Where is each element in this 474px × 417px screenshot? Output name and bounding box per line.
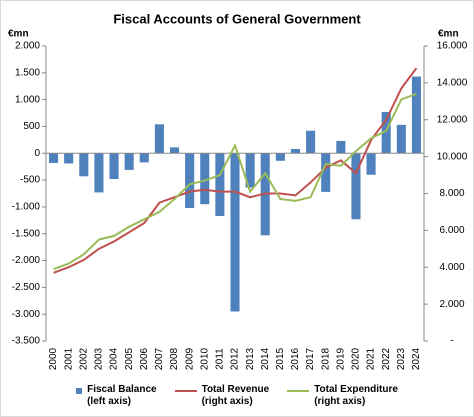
bar [245,153,255,188]
bar [79,153,89,177]
y2-tick-label: 16.000 [437,41,468,52]
bar [306,130,316,154]
x-tick-label: 2003 [94,347,105,370]
bar [200,153,210,205]
x-tick-label: 2022 [381,347,392,370]
y-tick-label: -3.000 [12,309,41,320]
x-tick-label: 2016 [290,347,301,370]
y2-tick-label: - [450,336,453,347]
y-tick-label: -2.500 [12,282,41,293]
legend-item: Fiscal Balance (left axis) [76,384,157,408]
bar [154,124,164,154]
bar [109,153,119,180]
legend: Fiscal Balance (left axis) Total Revenue … [0,384,474,408]
bar [396,124,406,154]
bar [94,153,104,193]
x-tick-label: 2020 [351,347,362,370]
legend-swatch [174,390,197,392]
y2-axis-label: €mn [438,29,459,40]
legend-item: Total Expenditure (right axis) [287,384,398,408]
x-tick-label: 2006 [139,347,150,370]
x-tick-label: 2014 [260,347,271,370]
x-tick-label: 2000 [48,347,59,370]
x-tick-label: 2024 [411,347,422,370]
y-tick-label: -2.000 [12,255,41,266]
x-tick-label: 2011 [215,348,226,370]
x-tick-label: 2001 [63,347,74,370]
bar [275,153,285,161]
legend-swatch [287,390,310,392]
y2-tick-label: 12.000 [437,114,468,125]
x-tick-label: 2019 [335,347,346,370]
bar [321,153,331,192]
legend-label: Fiscal Balance (left axis) [87,384,157,407]
bar [49,153,59,163]
legend-item: Total Revenue (right axis) [174,384,270,408]
bar [139,153,149,163]
y2-tick-label: 14.000 [437,78,468,89]
y-tick-label: 2.000 [15,41,40,52]
x-tick-label: 2012 [230,347,241,370]
bar [411,76,421,154]
x-tick-label: 2002 [78,347,89,370]
y-tick-label: 1.000 [15,94,40,105]
x-tick-label: 2018 [320,347,331,370]
bar [381,111,391,154]
bar [169,147,180,154]
y2-tick-label: 4.000 [439,262,464,273]
chart-title: Fiscal Accounts of General Government [113,11,361,26]
y-tick-label: -1.000 [12,202,41,213]
y-tick-label: -1.500 [12,228,41,239]
legend-label: Total Expenditure (right axis) [314,384,398,407]
legend-swatch [76,388,83,394]
y2-tick-label: 2.000 [439,299,464,310]
x-tick-label: 2009 [184,347,195,370]
x-tick-label: 2013 [245,347,256,370]
bar [64,153,74,164]
y-tick-label: 500 [23,121,40,132]
x-tick-label: 2015 [275,347,286,370]
bar [351,153,361,220]
bar [336,140,346,154]
bar [230,153,240,312]
x-tick-label: 2017 [305,347,316,370]
y2-tick-label: 10.000 [437,151,468,162]
x-tick-label: 2010 [199,347,210,370]
y-tick-label: 1.500 [15,67,40,78]
x-tick-label: 2007 [154,347,165,370]
line [53,92,417,271]
x-tick-label: 2021 [366,347,377,370]
bar [290,148,301,154]
y-tick-label: 0 [34,148,40,159]
x-tick-label: 2004 [109,347,120,370]
x-tick-label: 2005 [124,347,135,370]
bar [124,153,134,170]
bar [366,153,376,175]
bar [215,153,225,217]
x-tick-label: 2008 [169,347,180,370]
line [53,67,418,274]
bar [185,153,195,208]
y2-tick-label: 8.000 [439,188,464,199]
y-axis-label: €mn [8,29,29,40]
y-tick-label: -3.500 [12,336,41,347]
x-tick-label: 2023 [396,347,407,370]
y2-tick-label: 6.000 [439,225,464,236]
y-tick-label: -500 [20,175,40,186]
legend-label: Total Revenue (right axis) [201,384,270,407]
